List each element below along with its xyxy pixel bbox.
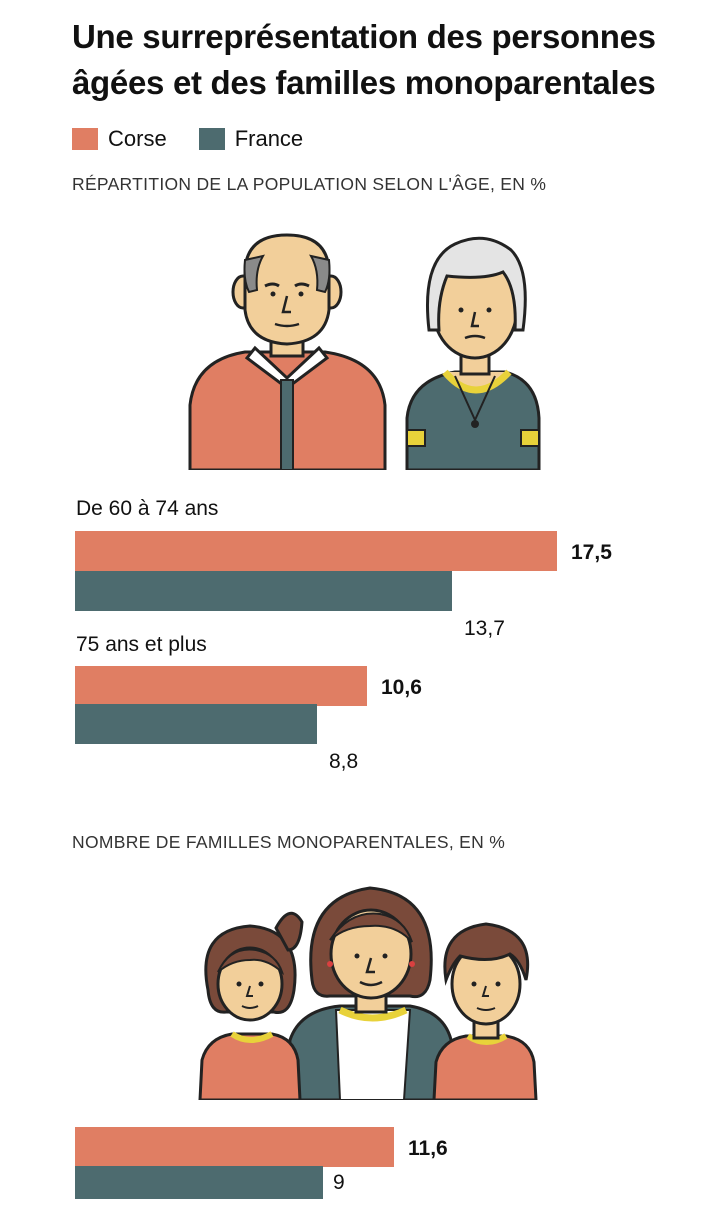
legend-label-corse: Corse	[108, 126, 167, 151]
elderly-couple-icon	[188, 233, 541, 470]
value-label-france-75-plus: 8,8	[329, 750, 359, 773]
bar-france-75-plus	[75, 704, 317, 744]
value-label-corse-75-plus: 10,6	[381, 676, 422, 699]
legend-swatch-corse	[72, 128, 98, 150]
legend-item-france: France	[198, 126, 304, 152]
value-label-france-60-74: 13,7	[464, 617, 505, 640]
bar-corse-familles	[75, 1127, 394, 1167]
category-label-75-plus: 75 ans et plus	[76, 633, 207, 656]
legend: Corse France	[72, 124, 335, 154]
single-parent-family-icon	[198, 886, 538, 1100]
chart-subtitle-families: NOMBRE DE FAMILLES MONOPARENTALES, EN %	[72, 832, 506, 852]
chart-title: Une surreprésentation des personnes âgée…	[72, 18, 656, 101]
legend-label-france: France	[234, 126, 304, 151]
category-label-60-74: De 60 à 74 ans	[76, 497, 219, 520]
value-label-corse-60-74: 17,5	[571, 541, 612, 564]
bar-corse-60-74	[75, 531, 557, 571]
value-label-corse-familles: 11,6	[408, 1137, 448, 1160]
legend-item-corse: Corse	[72, 126, 167, 152]
legend-swatch-france	[198, 128, 225, 150]
bar-france-60-74	[75, 571, 452, 611]
bar-france-familles	[75, 1166, 323, 1199]
bar-corse-75-plus	[75, 666, 367, 706]
chart-subtitle-age: RÉPARTITION DE LA POPULATION SELON L'ÂGE…	[72, 174, 547, 194]
value-label-france-familles: 9	[333, 1171, 345, 1194]
